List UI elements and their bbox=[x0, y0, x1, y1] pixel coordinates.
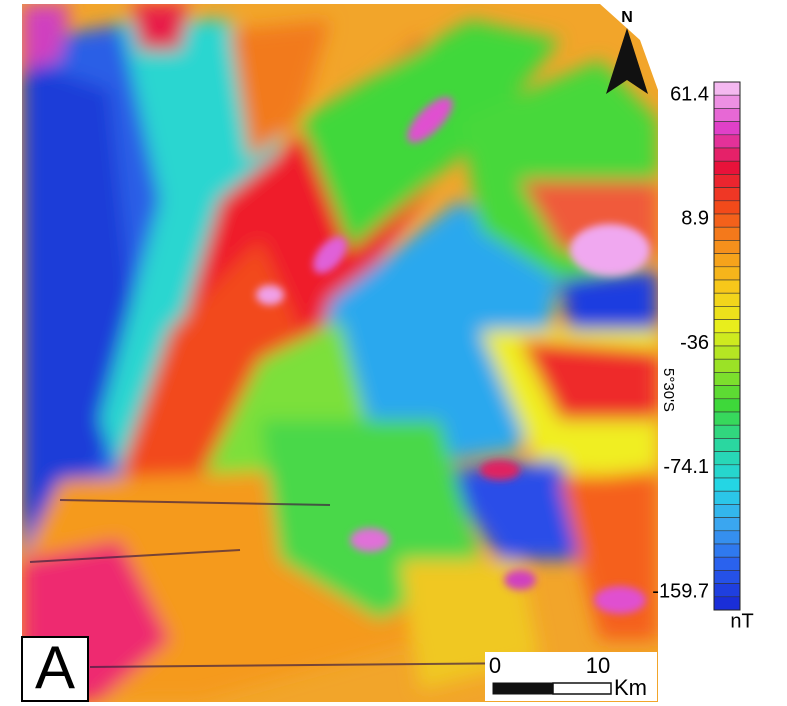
scale-start: 0 bbox=[489, 653, 501, 678]
panel-label: A bbox=[35, 634, 75, 701]
colorbar-cell bbox=[714, 227, 740, 240]
colorbar-cell bbox=[714, 346, 740, 359]
colorbar-cell bbox=[714, 148, 740, 161]
colorbar-cell bbox=[714, 570, 740, 583]
colorbar-cell bbox=[714, 82, 740, 95]
panel-label-box: A bbox=[22, 634, 88, 701]
colorbar-cell bbox=[714, 386, 740, 399]
colorbar-cell bbox=[714, 584, 740, 597]
colorbar-cell bbox=[714, 188, 740, 201]
colorbar-cell bbox=[714, 544, 740, 557]
colorbar-tick-label: -36 bbox=[680, 332, 709, 354]
north-label: N bbox=[621, 9, 633, 26]
colorbar-cell bbox=[714, 293, 740, 306]
colorbar-cell bbox=[714, 557, 740, 570]
colorbar-unit: nT bbox=[730, 610, 753, 632]
colorbar-tick-label: -159.7 bbox=[652, 580, 709, 602]
colorbar-cell bbox=[714, 531, 740, 544]
colorbar-cell bbox=[714, 201, 740, 214]
colorbar-tick-label: 8.9 bbox=[681, 208, 709, 230]
colorbar-cell bbox=[714, 306, 740, 319]
colorbar-tick-label: 61.4 bbox=[670, 83, 709, 105]
colorbar-cell bbox=[714, 504, 740, 517]
colorbar-cell bbox=[714, 214, 740, 227]
colorbar-cell bbox=[714, 333, 740, 346]
colorbar-tick-label: -74.1 bbox=[663, 456, 709, 478]
colorbar-cell bbox=[714, 254, 740, 267]
colorbar-cell bbox=[714, 320, 740, 333]
colorbar-cell bbox=[714, 95, 740, 108]
colorbar-cell bbox=[714, 478, 740, 491]
colorbar-cell bbox=[714, 359, 740, 372]
colorbar-cell bbox=[714, 518, 740, 531]
colorbar-cell bbox=[714, 280, 740, 293]
colorbar-cell bbox=[714, 161, 740, 174]
colorbar-cell bbox=[714, 452, 740, 465]
colorbar-cell bbox=[714, 491, 740, 504]
latitude-label: 5°30'S bbox=[660, 368, 677, 412]
anomaly-map bbox=[22, 4, 658, 702]
colorbar-cell bbox=[714, 240, 740, 253]
colorbar-cell bbox=[714, 372, 740, 385]
colorbar-cell bbox=[714, 425, 740, 438]
colorbar-cell bbox=[714, 597, 740, 610]
colorbar-cell bbox=[714, 399, 740, 412]
colorbar-cell bbox=[714, 438, 740, 451]
colorbar-cell bbox=[714, 135, 740, 148]
colorbar-cell bbox=[714, 465, 740, 478]
scale-unit: Km bbox=[614, 675, 647, 700]
colorbar-cell bbox=[714, 267, 740, 280]
scale-end: 10 bbox=[586, 653, 610, 678]
page: N 5°30'S A 0 10 Km 61.4 8.9 -36 -74.1 -159.7… bbox=[0, 0, 787, 706]
colorbar-cell bbox=[714, 122, 740, 135]
map-figure: N 5°30'S A 0 10 Km 61.4 8.9 -36 -74.1 -159.7… bbox=[0, 0, 787, 706]
colorbar: 61.4 8.9 -36 -74.1 -159.7 bbox=[652, 82, 740, 610]
colorbar-cell bbox=[714, 108, 740, 121]
scale-bar: 0 10 Km bbox=[485, 652, 657, 701]
colorbar-cell bbox=[714, 174, 740, 187]
colorbar-cell bbox=[714, 412, 740, 425]
